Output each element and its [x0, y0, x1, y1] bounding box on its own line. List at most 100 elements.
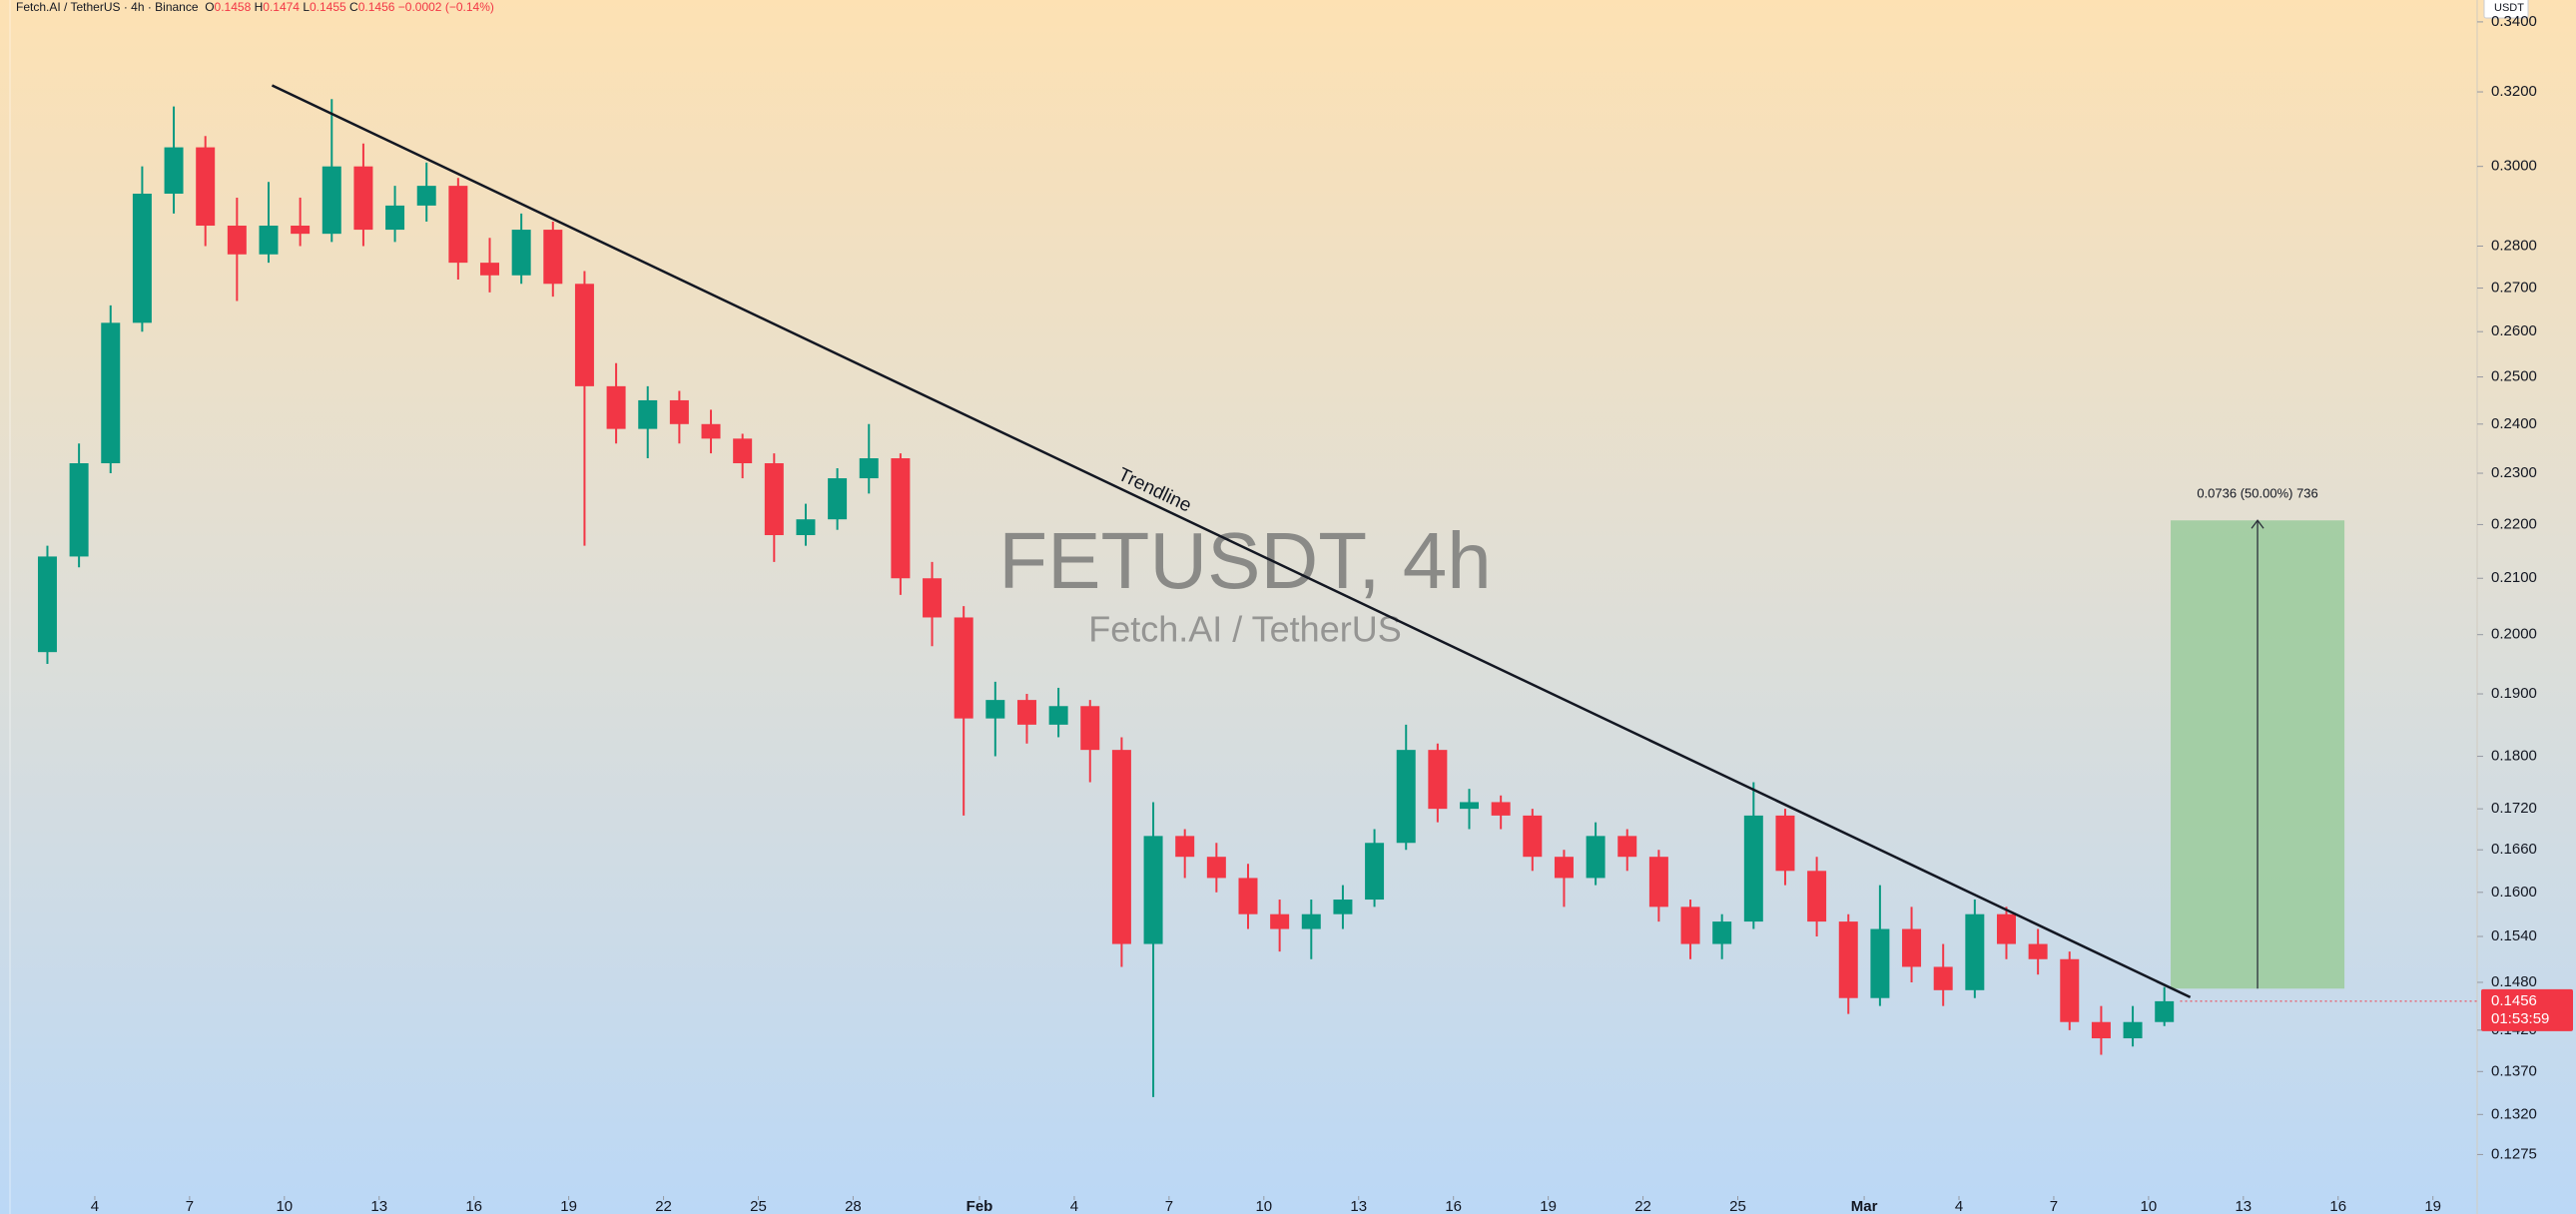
- ohlc: O0.1458 H0.1474 L0.1455 C0.1456: [205, 0, 398, 14]
- candle-body: [448, 186, 468, 264]
- y-tick-label: 0.2300: [2491, 464, 2537, 481]
- candle-body: [164, 147, 184, 194]
- y-tick-label: 0.1720: [2491, 800, 2537, 817]
- x-tick-label: 7: [2050, 1198, 2058, 1214]
- y-tick-label: 0.2200: [2491, 515, 2537, 532]
- trendline: [271, 84, 2192, 999]
- candle-body: [1333, 900, 1353, 914]
- candle-body: [828, 478, 848, 520]
- ohlc-value: 0.1456: [357, 0, 395, 14]
- candle-body: [2091, 1021, 2111, 1039]
- watermark-subtitle: Fetch.AI / TetherUS: [1088, 609, 1401, 650]
- y-tick-label: 0.1480: [2491, 973, 2537, 990]
- y-tick-label: 0.2700: [2491, 280, 2537, 297]
- candle-body: [923, 578, 943, 618]
- candle-body: [69, 463, 89, 557]
- candle-body: [859, 458, 879, 479]
- candle-body: [701, 423, 721, 439]
- candle-body: [1301, 913, 1321, 929]
- candle-body: [606, 385, 626, 429]
- candle-body: [2155, 1000, 2175, 1022]
- y-tick-label: 0.2800: [2491, 237, 2537, 254]
- x-tick-label: 10: [1255, 1198, 1272, 1214]
- ohlc-label: C: [349, 0, 358, 14]
- candle-body: [416, 186, 436, 206]
- x-tick-label: 16: [2329, 1198, 2346, 1214]
- candle-body: [1206, 857, 1226, 879]
- y-tick-label: 0.3000: [2491, 158, 2537, 175]
- currency-box: [2483, 0, 2529, 19]
- candle-body: [1680, 907, 1700, 944]
- y-tick-label: 0.2400: [2491, 415, 2537, 432]
- candle-body: [1965, 913, 1985, 990]
- candle-body: [1870, 928, 1890, 998]
- x-tick-label: 7: [1165, 1198, 1173, 1214]
- candle-body: [101, 322, 121, 464]
- candle-body: [1428, 750, 1448, 810]
- candle-body: [511, 230, 531, 276]
- x-tick-label: 19: [1540, 1198, 1557, 1214]
- position-label: 0.0736 (50.00%) 736: [2197, 486, 2317, 501]
- x-tick-label: 16: [465, 1198, 482, 1214]
- candle-body: [2060, 958, 2080, 1022]
- x-tick-label: 13: [1350, 1198, 1367, 1214]
- change: −0.0002: [397, 0, 442, 14]
- candle-body: [1143, 836, 1163, 944]
- candle-body: [1712, 921, 1732, 944]
- candle-body: [638, 399, 658, 429]
- currency-label: USDT: [2494, 2, 2524, 14]
- candle-body: [1175, 836, 1195, 858]
- x-tick-label: Mar: [1851, 1198, 1878, 1214]
- position-arrow-head: [2251, 519, 2264, 529]
- last-price-badge: [2481, 988, 2573, 1031]
- candle-body: [1902, 928, 1922, 967]
- candle-body: [1396, 750, 1416, 844]
- candle-body: [1080, 706, 1100, 751]
- candle-body: [985, 700, 1005, 719]
- x-tick-label: Feb: [966, 1198, 993, 1214]
- x-tick-label: 19: [2424, 1198, 2441, 1214]
- x-tick-label: 4: [1955, 1198, 1963, 1214]
- candle-body: [1996, 913, 2016, 944]
- candle-body: [1016, 700, 1036, 725]
- ohlc-value: 0.1474: [263, 0, 300, 14]
- x-tick-label: 25: [750, 1198, 767, 1214]
- ohlc-label: L: [303, 0, 310, 14]
- x-tick-label: 22: [655, 1198, 672, 1214]
- ohlc-value: 0.1458: [214, 0, 252, 14]
- x-tick-label: 4: [1070, 1198, 1078, 1214]
- x-tick-label: 13: [370, 1198, 387, 1214]
- x-tick-label: 10: [2141, 1198, 2158, 1214]
- candle-body: [2123, 1021, 2143, 1039]
- candle-body: [1775, 815, 1795, 872]
- candle-body: [1523, 815, 1543, 858]
- candle-body: [291, 226, 311, 235]
- y-tick-label: 0.2000: [2491, 626, 2537, 643]
- candle-body: [764, 463, 784, 536]
- symbol-header: Fetch.AI / TetherUS · 4h · Binance O0.14…: [16, 0, 494, 14]
- candle-body: [1933, 966, 1953, 990]
- candle-body: [322, 166, 341, 235]
- x-tick-label: 16: [1445, 1198, 1462, 1214]
- candle-body: [1617, 836, 1637, 858]
- candle-body: [1111, 750, 1131, 944]
- ohlc-value: 0.1455: [310, 0, 346, 14]
- y-tick-label: 0.2100: [2491, 569, 2537, 586]
- candle-body: [37, 556, 57, 653]
- candle-body: [1554, 857, 1574, 879]
- candle-body: [2028, 943, 2048, 959]
- candle-body: [1048, 706, 1068, 725]
- y-tick-label: 0.1540: [2491, 927, 2537, 944]
- y-tick-label: 0.1660: [2491, 841, 2537, 858]
- candle-body: [385, 205, 405, 231]
- candle-body: [1238, 878, 1258, 914]
- candle-body: [574, 284, 594, 386]
- candle-body: [1838, 921, 1858, 998]
- candle-body: [796, 519, 816, 536]
- y-tick-label: 0.1800: [2491, 748, 2537, 765]
- candle-body: [1648, 857, 1668, 908]
- candle-body: [1491, 802, 1511, 816]
- candle-body: [1460, 802, 1480, 810]
- candle-body: [733, 438, 753, 464]
